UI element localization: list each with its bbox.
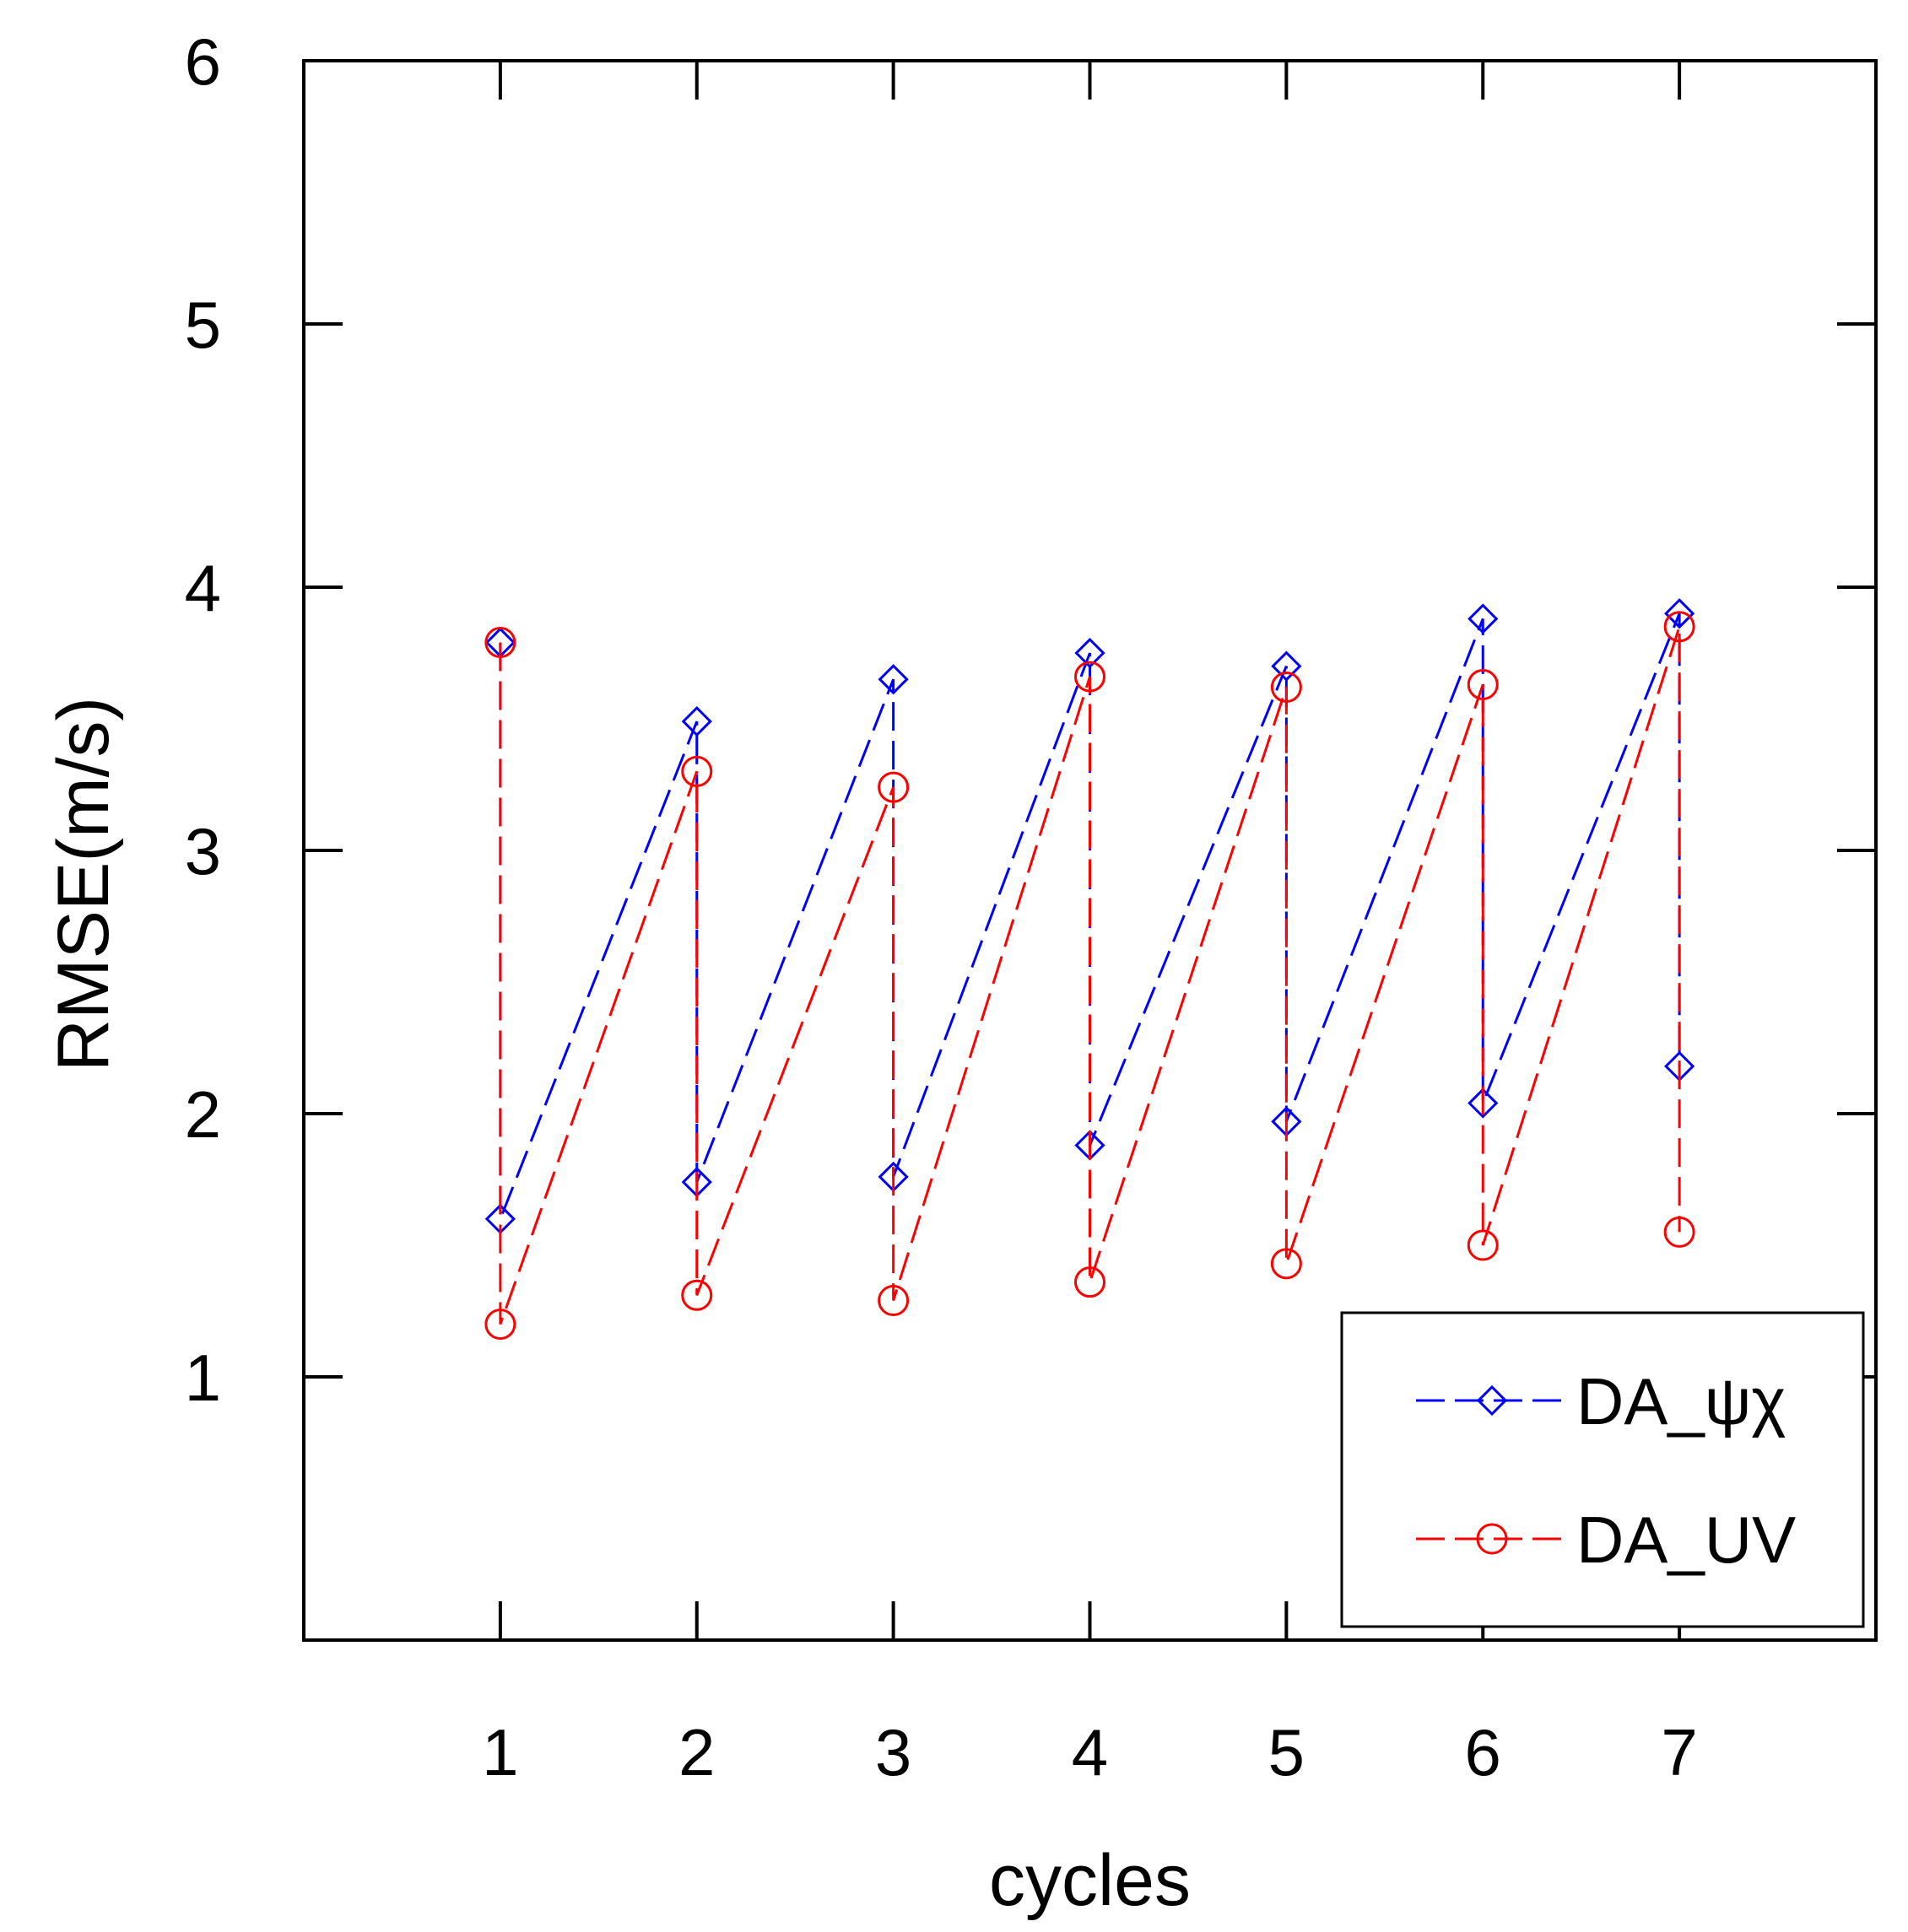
y-tick-label: 3 (185, 814, 221, 888)
y-tick-label: 5 (185, 288, 221, 362)
diamond-marker (1271, 650, 1302, 682)
circle-marker (878, 771, 910, 803)
y-tick-label: 2 (185, 1077, 221, 1152)
circle-marker (681, 1279, 713, 1311)
x-tick-label: 2 (678, 1715, 715, 1789)
tick-labels: 1 2 3 4 5 6 7 1 2 3 4 5 6 (185, 24, 1698, 1789)
circle-marker (1270, 1248, 1302, 1280)
legend-label: DA_UV (1576, 1503, 1796, 1577)
x-tick-label: 4 (1072, 1715, 1108, 1789)
circle-marker (1663, 611, 1695, 643)
legend-box (1340, 1311, 1865, 1628)
legend-diamond-marker (1476, 1384, 1508, 1417)
circle-marker (1663, 1216, 1695, 1248)
series-line (499, 626, 1681, 1325)
x-tick-label: 6 (1465, 1715, 1501, 1789)
diamond-marker (1664, 598, 1695, 629)
legend-label: DA_ψχ (1576, 1364, 1786, 1438)
plot-frame (302, 59, 1878, 1642)
circle-marker (1074, 1266, 1105, 1298)
diamond-marker (1467, 603, 1499, 634)
circle-marker (1467, 1229, 1499, 1261)
circle-marker (1467, 668, 1499, 700)
circle-marker (681, 755, 713, 787)
diamond-marker (1467, 1087, 1499, 1119)
x-tick-label: 1 (482, 1715, 518, 1789)
y-tick-label: 6 (185, 24, 221, 99)
y-axis-title: RMSE(m/s) (43, 697, 124, 1071)
x-tick-label: 3 (875, 1715, 911, 1789)
circle-marker (1074, 661, 1105, 693)
circle-marker (878, 1285, 910, 1317)
circle-marker (484, 1309, 516, 1341)
circle-marker (484, 627, 516, 659)
plot-series (484, 598, 1695, 1341)
circle-marker (1270, 672, 1302, 704)
x-tick-label: 7 (1661, 1715, 1697, 1789)
x-tick-label: 5 (1268, 1715, 1305, 1789)
y-tick-label: 1 (185, 1341, 221, 1415)
diamond-marker (878, 664, 909, 695)
diamond-marker (1074, 637, 1105, 669)
y-tick-label: 4 (185, 551, 221, 625)
series-da-uv (484, 611, 1695, 1341)
x-axis-title: cycles (989, 1840, 1191, 1921)
legend: DA_ψχ DA_UV (1340, 1311, 1865, 1628)
legend-circle-marker (1476, 1523, 1508, 1555)
diamond-marker (681, 705, 712, 737)
